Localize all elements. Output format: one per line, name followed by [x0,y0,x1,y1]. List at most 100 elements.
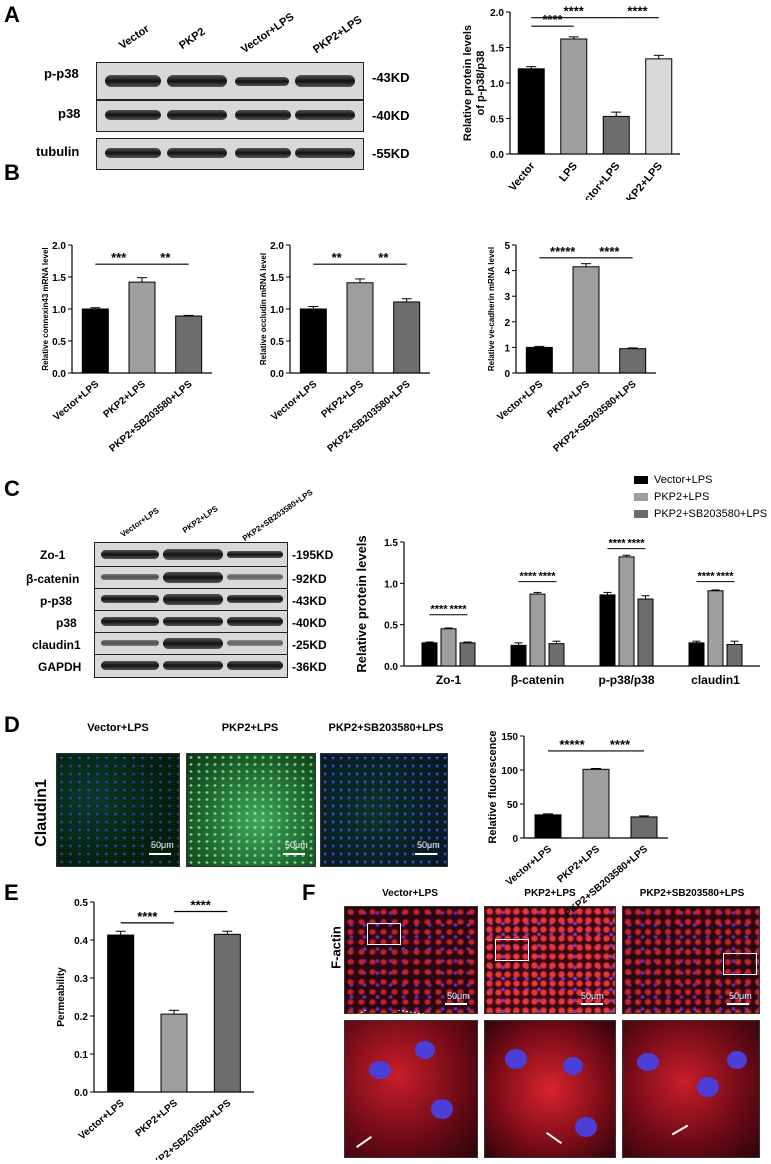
blot-row-label: p-p38 [44,66,79,81]
y-tick-label: 1.0 [52,305,66,316]
scale-bar-label: 50μm [417,840,440,850]
legend-label: PKP2+LPS [654,491,710,503]
kd-label: -92KD [292,572,327,586]
x-tick-label: PKP2+SB203580+LPS [146,1098,233,1160]
y-tick-label: 0.0 [490,150,504,161]
bar [175,315,203,374]
micrograph: 50μm [622,906,760,1014]
bar [525,346,553,374]
legend-label: Vector+LPS [654,474,713,486]
kd-label: -25KD [292,638,327,652]
kd-label: -195KD [292,548,334,562]
y-tick-label: 0.0 [270,369,284,380]
significance-label: **** [519,571,537,583]
significance-label: **** [449,604,467,616]
significance-label: **** [716,571,734,583]
kd-label: -40KD [372,108,410,123]
y-tick-label: 2.0 [490,8,504,19]
y-tick-label: 1.5 [52,273,66,284]
scale-bar-label: 50μm [447,991,470,1001]
lane-label: PKP2 [177,25,208,52]
lane-label: PKP2+LPS [180,504,220,535]
y-axis-label: Relative protein levels [354,535,369,672]
blot-row-label: GAPDH [38,660,82,674]
blot-strip [94,654,288,678]
bar [645,58,673,155]
scale-bar [415,853,437,855]
micrograph: 50μm [186,753,316,867]
chart-c: 0.0 0.5 1.0 1.5 Relative protein levels Zo-1 *… [354,535,760,687]
y-tick-label: 2.0 [270,241,284,252]
row-label: Claudin1 [33,779,50,847]
micrograph: 50μm [56,753,180,867]
significance-label: **** [608,538,626,550]
bar [440,628,457,667]
y-tick-label: 1.5 [490,44,504,55]
bar [560,38,588,155]
y-axis-label: Relative connexin43 mRNA level [41,247,50,370]
blot-row-label: tubulin [36,144,80,159]
x-tick-label: PKP2+LPS [319,379,366,421]
bar [128,281,156,374]
bar [707,590,724,667]
significance-label: **** [137,909,158,924]
legend-swatch [634,493,648,502]
y-tick-label: 100 [501,766,518,777]
significance-label: **** [599,244,620,259]
bar [618,556,635,667]
x-tick-label: PKP2+LPS [101,379,148,421]
panel-letter-b: B [4,160,20,185]
x-tick-label: PKP2+LPS [619,160,665,200]
bar [637,598,654,667]
significance-label: **** [191,898,212,913]
legend-swatch [634,510,648,519]
bar [602,115,630,155]
micrograph: 50μm [320,753,448,867]
y-tick-label: 1.5 [384,538,398,549]
scale-bar-label: 50μm [581,991,604,1001]
significance-label: **** [430,604,448,616]
y-tick-label: 1.5 [270,273,284,284]
y-tick-label: 150 [501,732,518,743]
lane-label: PKP2+SB203580+LPS [240,487,315,543]
bar [582,768,610,839]
column-title: PKP2+SB203580+LPS [328,722,444,734]
y-axis-label: Relative occludin mRNA level [259,253,268,365]
y-tick-label: 0.3 [74,974,88,985]
bar [572,266,600,374]
x-tick-label: PKP2+LPS [555,844,602,886]
legend-label: PKP2+SB203580+LPS [654,508,768,520]
y-tick-label: 5 [504,241,510,252]
x-tick-label: PKP2+LPS [133,1098,180,1140]
chart-b3: 0 1 2 3 4 5 Relative ve-cadherin mRNA level Vec… [487,241,656,454]
significance-label: **** [697,571,715,583]
scale-bar-label: 50μm [151,840,174,850]
kd-label: -55KD [372,146,410,161]
scale-bar [445,1003,467,1005]
micrograph-zoom [622,1020,760,1158]
kd-label: -40KD [292,616,327,630]
significance-label: **** [610,737,631,752]
bar [510,644,527,667]
significance-label: **** [627,4,648,19]
x-tick-label: Vector+LPS [51,379,101,424]
x-tick-label: LPS [557,160,580,184]
scale-bar [283,853,305,855]
x-tick-label: p-p38/p38 [598,673,654,687]
blot-row-label: β-catenin [26,572,80,586]
bar [619,348,647,374]
scale-bar [581,1003,603,1005]
bar [160,1013,188,1093]
x-tick-label: Vector [507,160,538,194]
column-title: Vector+LPS [382,888,438,899]
y-tick-label: 3 [504,292,510,303]
blot-row-label: p38 [56,616,77,630]
blot-strip [94,542,288,568]
blot-row-label: Zo-1 [40,548,66,562]
lane-label: Vector [117,22,152,52]
bar [517,68,545,155]
column-title: Vector+LPS [87,722,149,734]
bar [726,644,743,667]
x-tick-label: PKP2+LPS [545,379,592,421]
